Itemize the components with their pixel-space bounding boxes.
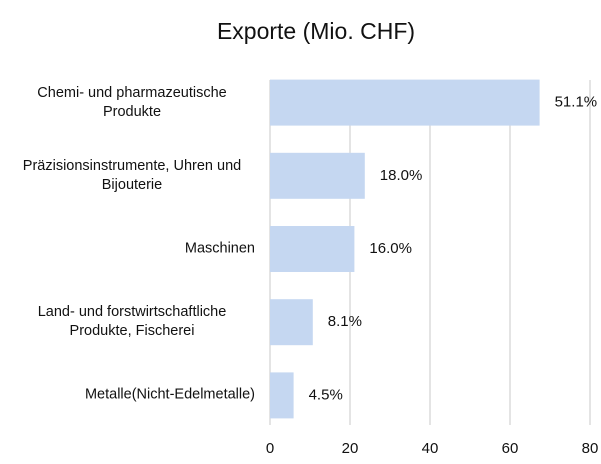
bar bbox=[270, 79, 540, 126]
y-tick-label: Präzisionsinstrumente, Uhren und Bijoute… bbox=[22, 157, 242, 193]
x-tick-label: 80 bbox=[582, 440, 599, 457]
x-tick-label: 20 bbox=[342, 440, 359, 457]
y-tick-label: Maschinen bbox=[184, 240, 255, 257]
value-label: 16.0% bbox=[369, 240, 412, 257]
y-tick-label: Metalle(Nicht-Edelmetalle) bbox=[84, 386, 255, 403]
value-label: 18.0% bbox=[380, 167, 423, 184]
chart-title: Exporte (Mio. CHF) bbox=[217, 18, 415, 44]
bar bbox=[270, 372, 294, 419]
x-tick-label: 60 bbox=[502, 440, 519, 457]
y-tick-label: Land- und forstwirtschaftliche Produkte,… bbox=[37, 304, 227, 340]
value-label: 8.1% bbox=[328, 313, 362, 330]
y-tick-label: Chemi- und pharmazeutische Produkte bbox=[37, 84, 227, 120]
x-tick-label: 40 bbox=[422, 440, 439, 457]
value-label: 51.1% bbox=[555, 94, 598, 111]
x-tick-label: 0 bbox=[266, 440, 274, 457]
bar bbox=[270, 299, 313, 346]
bar bbox=[270, 152, 365, 199]
bar bbox=[270, 226, 355, 272]
value-label: 4.5% bbox=[309, 386, 343, 403]
